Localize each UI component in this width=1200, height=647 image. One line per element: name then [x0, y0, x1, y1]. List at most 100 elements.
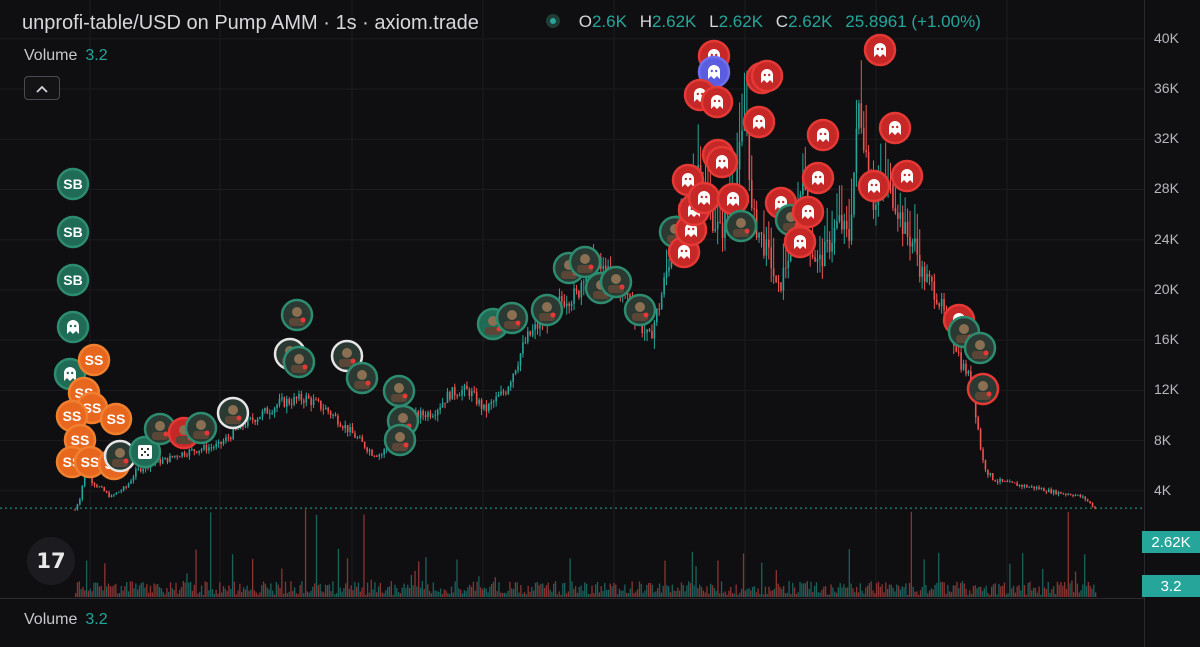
candle-body	[858, 103, 860, 129]
ghost-icon	[716, 155, 728, 169]
trade-marker-avatar[interactable]	[966, 372, 1000, 406]
trade-marker-avatar[interactable]	[530, 293, 564, 327]
open-value: 2.6K	[591, 12, 627, 31]
trade-marker-avatar[interactable]	[599, 265, 633, 299]
volume-bar	[303, 593, 305, 597]
candle-body	[984, 460, 987, 470]
trade-marker-SS[interactable]: SS	[73, 445, 107, 479]
trade-marker-ghost[interactable]	[791, 195, 825, 229]
volume-bar	[217, 593, 219, 597]
trade-marker-SS[interactable]: SS	[55, 399, 89, 433]
trade-marker-ghost[interactable]	[750, 59, 784, 93]
candle-body	[288, 399, 291, 404]
volume-bar	[618, 588, 621, 597]
trade-marker-ghost[interactable]	[863, 33, 897, 67]
collapse-legend-button[interactable]	[24, 76, 60, 100]
trade-marker-avatar[interactable]	[623, 293, 657, 327]
trade-marker-avatar[interactable]	[184, 411, 218, 445]
y-tick-label: 4K	[1154, 481, 1172, 498]
ghost-eye	[824, 132, 827, 136]
trade-marker-ghost[interactable]	[783, 225, 817, 259]
candle-body	[130, 480, 132, 484]
trade-marker-ghost[interactable]	[801, 161, 835, 195]
trade-marker-ghost[interactable]	[700, 85, 734, 119]
trade-marker-ghost[interactable]	[742, 105, 776, 139]
trade-marker-SS[interactable]: SS	[77, 343, 111, 377]
volume-bar	[992, 584, 995, 597]
candle-body	[821, 254, 824, 267]
candle-body	[1018, 484, 1021, 487]
y-tick-label: 32K	[1154, 130, 1179, 147]
candle-body	[531, 329, 534, 336]
trade-marker-ghost[interactable]	[687, 181, 721, 215]
candle-body	[227, 437, 230, 439]
volume-pane-legend: Volume 3.2	[24, 611, 108, 629]
volume-bar	[514, 582, 517, 597]
volume-bar	[987, 592, 989, 597]
trade-marker-ghost[interactable]	[857, 169, 891, 203]
trade-marker-SB[interactable]: SB	[56, 167, 90, 201]
ghost-eye	[718, 159, 721, 163]
trade-marker-SB[interactable]: SB	[56, 215, 90, 249]
trade-marker-avatar[interactable]	[143, 412, 177, 446]
candle-body	[341, 426, 344, 429]
candle-body	[775, 276, 777, 283]
volume-bar	[662, 585, 664, 597]
volume-bar	[374, 582, 376, 597]
candle-body	[1094, 506, 1096, 509]
trade-marker-avatar[interactable]	[382, 374, 416, 408]
volume-bar	[564, 582, 566, 597]
volume-bar	[1043, 587, 1046, 597]
trade-marker-ghost[interactable]	[878, 111, 912, 145]
candle-body	[205, 445, 208, 451]
volume-bar	[1007, 593, 1009, 597]
marker-badge	[56, 167, 90, 201]
trade-marker-ghost[interactable]	[716, 182, 750, 216]
trade-marker-avatar[interactable]	[568, 245, 602, 279]
volume-bar	[815, 582, 818, 597]
trade-marker-ghost[interactable]	[806, 118, 840, 152]
trade-marker-avatar[interactable]	[330, 339, 364, 373]
candle-body	[480, 399, 483, 409]
trade-marker-SS[interactable]: SS	[99, 402, 133, 436]
candle-body	[853, 172, 855, 215]
volume-bar	[883, 592, 885, 597]
volume-bar	[438, 591, 440, 597]
ghost-icon	[874, 43, 886, 57]
volume-bar	[224, 588, 226, 597]
ghost-eye	[819, 132, 822, 136]
volume-bar	[1042, 569, 1044, 597]
trade-marker-avatar[interactable]	[383, 423, 417, 457]
volume-bar	[1093, 584, 1095, 597]
volume-bar	[512, 589, 515, 597]
trade-marker-ghost[interactable]	[705, 145, 739, 179]
trade-marker-ghost[interactable]	[890, 159, 924, 193]
volume-bar	[766, 593, 768, 597]
volume-bars	[75, 509, 1097, 597]
trade-marker-SB[interactable]: SB	[56, 263, 90, 297]
trade-marker-avatar[interactable]	[103, 439, 137, 473]
tradingview-logo-icon[interactable]: 17	[27, 537, 75, 585]
volume-bar	[580, 585, 582, 597]
candle-body	[225, 437, 227, 442]
trade-marker-dice[interactable]	[128, 435, 162, 469]
trade-marker-avatar[interactable]	[495, 301, 529, 335]
volume-bar	[1029, 581, 1031, 597]
candle-body	[312, 399, 315, 405]
candle-body	[845, 220, 848, 230]
trade-marker-avatar[interactable]	[280, 298, 314, 332]
volume-bar	[1000, 586, 1002, 597]
volume-bar	[910, 511, 913, 597]
candle-body	[188, 449, 191, 456]
trade-marker-avatar[interactable]	[345, 361, 379, 395]
trade-marker-avatar[interactable]	[282, 345, 316, 379]
trade-marker-avatar[interactable]	[963, 331, 997, 365]
volume-bar	[372, 589, 374, 597]
trade-markers[interactable]: SBSBSBSSSSSSSSSSSSSSSSSS	[53, 33, 1000, 481]
trade-marker-ghost[interactable]	[56, 310, 90, 344]
trade-marker-avatar[interactable]	[216, 396, 250, 430]
candle-body	[578, 291, 580, 298]
candle-body	[451, 387, 454, 400]
trade-marker-avatar[interactable]	[724, 209, 758, 243]
